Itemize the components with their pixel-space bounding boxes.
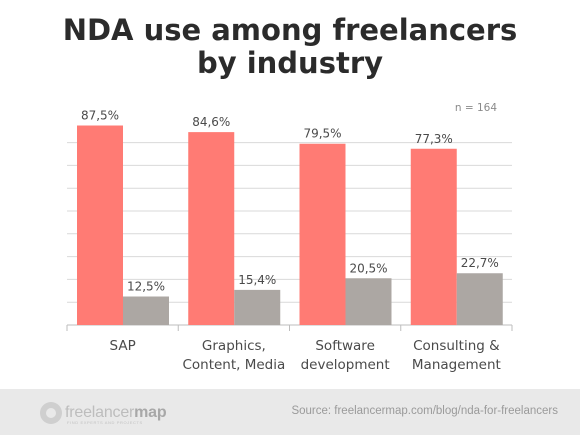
bar: [410, 148, 457, 325]
bar: [345, 278, 392, 325]
bar: [299, 143, 346, 325]
bar: [234, 289, 281, 325]
data-label: 20,5%: [349, 261, 387, 275]
source-note: Source: freelancermap.com/blog/nda-for-f…: [291, 405, 558, 417]
data-label: 22,7%: [461, 256, 499, 270]
brand-suffix: map: [134, 404, 167, 421]
bar: [188, 132, 235, 325]
data-label: 84,6%: [192, 115, 230, 129]
chart-title: NDA use among freelancers by industry: [0, 14, 580, 80]
data-label: 15,4%: [238, 273, 276, 287]
x-tick-label: Content, Media: [182, 357, 285, 373]
data-label: 79,5%: [303, 127, 341, 141]
x-tick-label: Management: [412, 357, 501, 373]
chart-title-line-2: by industry: [196, 46, 384, 80]
bar-chart: n = 164 87,5% 12,5% SAP 84,6% 15,4% Graphics, C…: [66, 102, 513, 373]
data-label: 87,5%: [81, 109, 119, 123]
data-label: 77,3%: [415, 132, 453, 146]
logo-mark-icon: [40, 402, 62, 424]
x-tick-label: SAP: [110, 338, 136, 354]
logo-tagline: FIND EXPERTS AND PROJECTS: [67, 420, 143, 425]
footer: freelancermap FIND EXPERTS AND PROJECTS …: [0, 389, 580, 435]
sample-size-note: n = 164: [455, 102, 497, 114]
x-tick-label: Consulting &: [413, 338, 500, 354]
x-tick-label: Software: [315, 338, 375, 354]
x-tick-label: development: [301, 357, 390, 373]
bar: [77, 125, 123, 325]
data-label: 12,5%: [127, 280, 165, 294]
bar: [456, 273, 503, 325]
x-tick-label: Graphics,: [202, 338, 266, 354]
bar: [123, 296, 169, 325]
chart-title-line-1: NDA use among freelancers: [62, 13, 518, 47]
freelancermap-logo[interactable]: freelancermap: [40, 401, 167, 425]
brand-prefix: freelancer: [65, 404, 135, 421]
